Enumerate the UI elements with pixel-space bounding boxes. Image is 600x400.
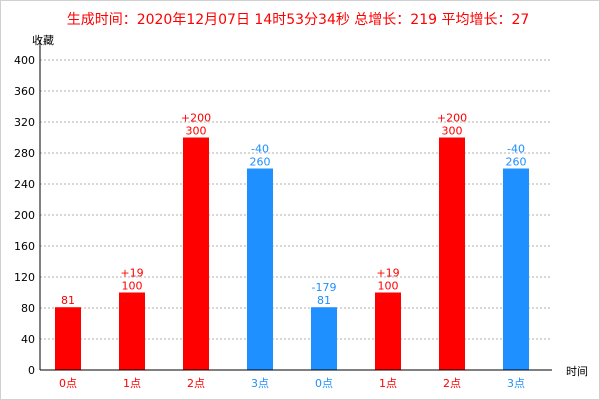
bar bbox=[119, 292, 145, 370]
y-tick-label: 40 bbox=[21, 333, 35, 346]
bar bbox=[375, 292, 401, 370]
y-tick-label: 400 bbox=[14, 54, 35, 67]
grid-lines bbox=[40, 59, 552, 340]
bar-value-label: 260 bbox=[250, 156, 271, 169]
bar-value-label: 300 bbox=[186, 125, 207, 138]
y-tick-label: 0 bbox=[28, 364, 35, 377]
x-tick-label: 3点 bbox=[507, 377, 525, 390]
bar-change-label: +200 bbox=[181, 112, 211, 125]
x-tick-label: 2点 bbox=[443, 377, 461, 390]
axes-group: 0 40 80 120 160 200 240 280 320 360 400 0点 1点 2点 3点 0点 1… bbox=[14, 40, 552, 390]
x-tick-label: 3点 bbox=[251, 377, 269, 390]
y-axis-label: 收藏 bbox=[32, 33, 54, 47]
bar-change-label: -40 bbox=[507, 143, 525, 156]
bar-change-label: -179 bbox=[312, 281, 337, 294]
y-tick-label: 280 bbox=[14, 147, 35, 160]
bar-value-label: 81 bbox=[61, 294, 75, 307]
y-tick-label: 160 bbox=[14, 240, 35, 253]
bar-value-label: 260 bbox=[506, 156, 527, 169]
x-tick-label: 2点 bbox=[187, 377, 205, 390]
y-tick-label: 320 bbox=[14, 116, 35, 129]
bar bbox=[439, 137, 465, 370]
x-axis-label: 时间 bbox=[566, 365, 588, 378]
bar-value-label: 300 bbox=[442, 125, 463, 138]
y-tick-label: 200 bbox=[14, 209, 35, 222]
x-tick-label: 1点 bbox=[123, 377, 141, 390]
bar-change-label: -40 bbox=[251, 143, 269, 156]
bar-value-label: 100 bbox=[378, 280, 399, 293]
x-tick-label: 1点 bbox=[379, 377, 397, 390]
bar-change-label: +19 bbox=[120, 267, 143, 280]
bar bbox=[183, 137, 209, 370]
y-tick-label: 360 bbox=[14, 85, 35, 98]
bar-change-label: +19 bbox=[376, 267, 399, 280]
bar-value-label: 100 bbox=[122, 280, 143, 293]
bar-change-label: +200 bbox=[437, 112, 467, 125]
y-tick-label: 80 bbox=[21, 302, 35, 315]
bar bbox=[55, 307, 81, 370]
x-tick-label: 0点 bbox=[59, 377, 77, 390]
y-tick-label: 240 bbox=[14, 178, 35, 191]
bar bbox=[503, 168, 529, 370]
bar bbox=[247, 168, 273, 370]
x-tick-label: 0点 bbox=[315, 377, 333, 390]
chart-title: 生成时间：2020年12月07日 14时53分34秒 总增长：219 平均增长：… bbox=[67, 12, 530, 28]
bar bbox=[311, 307, 337, 370]
bar-value-label: 81 bbox=[317, 294, 331, 307]
y-tick-label: 120 bbox=[14, 271, 35, 284]
